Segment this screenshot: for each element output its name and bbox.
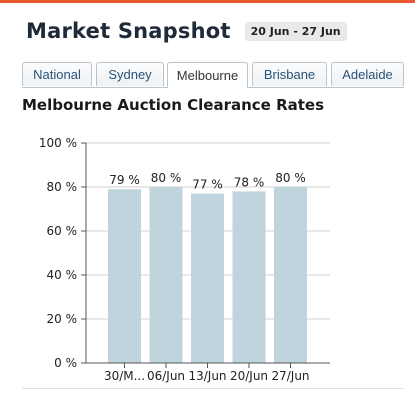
bar-data-label: 77 %: [192, 178, 223, 192]
top-accent-bar: [0, 0, 415, 3]
x-tick-label: 13/Jun: [188, 369, 226, 383]
tab-label: Melbourne: [176, 68, 239, 83]
tab-sydney[interactable]: Sydney: [96, 62, 164, 86]
tab-label: Sydney: [108, 67, 152, 82]
y-tick-label: 60 %: [47, 224, 78, 238]
bar-5[interactable]: [274, 187, 307, 363]
tab-national[interactable]: National: [22, 62, 92, 86]
y-tick-label: 40 %: [47, 268, 78, 282]
x-tick-label: 20/Jun: [230, 369, 268, 383]
x-tick-label: 30/M...: [104, 369, 145, 383]
bar-3[interactable]: [191, 193, 224, 363]
bar-2[interactable]: [149, 187, 183, 363]
city-tabs: National Sydney Melbourne Brisbane Adela…: [22, 62, 404, 88]
bar-1[interactable]: [108, 189, 141, 363]
bar-data-label: 80 %: [151, 171, 182, 185]
tab-label: National: [33, 67, 81, 82]
chart-bars: [108, 187, 307, 363]
x-tick-label: 27/Jun: [271, 369, 309, 383]
bar-4[interactable]: [232, 191, 266, 363]
x-tick-label: 06/Jun: [147, 369, 185, 383]
chart-axes: [81, 142, 330, 368]
tab-label: Brisbane: [263, 67, 316, 82]
date-range-badge: 20 Jun - 27 Jun: [244, 21, 347, 41]
tab-brisbane[interactable]: Brisbane: [252, 62, 327, 86]
y-tick-label: 0 %: [54, 356, 77, 370]
y-tick-label: 80 %: [47, 180, 78, 194]
tab-label: Adelaide: [342, 67, 393, 82]
y-tick-label: 20 %: [47, 312, 78, 326]
bar-data-label: 80 %: [275, 171, 306, 185]
page-title: Market Snapshot: [26, 19, 231, 43]
y-tick-label: 100 %: [39, 136, 77, 150]
tab-melbourne[interactable]: Melbourne: [167, 62, 248, 88]
chart-labels: 0 % 20 % 40 % 60 % 80 % 100 % 79 % 30/M... 80 % 0…: [39, 136, 310, 383]
bar-data-label: 78 %: [234, 175, 265, 189]
chart-section-title: Melbourne Auction Clearance Rates: [22, 96, 325, 114]
header: Market Snapshot 20 Jun - 27 Jun: [26, 16, 347, 46]
bottom-divider: [22, 388, 404, 389]
tab-adelaide[interactable]: Adelaide: [331, 62, 404, 86]
clearance-rate-bar-chart: 0 % 20 % 40 % 60 % 80 % 100 % 79 % 30/M... 80 % 0…: [39, 136, 330, 383]
bar-data-label: 79 %: [109, 173, 140, 187]
